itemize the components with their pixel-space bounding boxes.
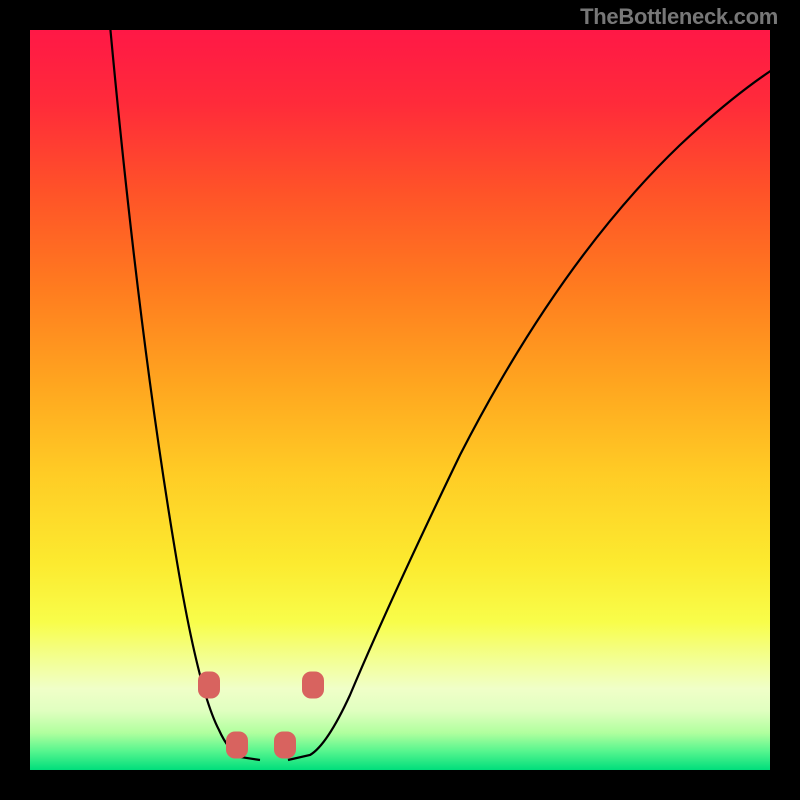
watermark-text: TheBottleneck.com	[580, 4, 778, 30]
curve-right-branch	[288, 70, 770, 760]
plot-area	[30, 30, 770, 770]
curve-marker-2	[274, 732, 296, 759]
curve-marker-1	[226, 732, 248, 759]
bottleneck-curve	[30, 30, 770, 770]
curve-left-branch	[105, 30, 260, 760]
curve-marker-3	[302, 672, 324, 699]
curve-marker-0	[198, 672, 220, 699]
